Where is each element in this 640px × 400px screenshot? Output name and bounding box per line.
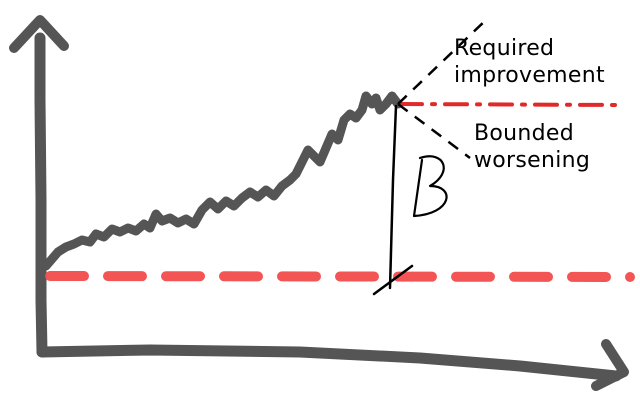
required-level-line	[398, 102, 622, 107]
x-axis	[36, 344, 622, 382]
bound-symbol-b	[412, 155, 448, 218]
performance-curve	[41, 91, 403, 271]
bound-bracket-line	[388, 104, 398, 290]
y-axis-arrowhead	[9, 15, 69, 53]
bound-bracket-bottom-tick	[372, 264, 414, 296]
y-axis	[34, 32, 48, 358]
bounded-worsening-trend	[397, 103, 471, 159]
label-worsening: worsening	[474, 148, 591, 173]
label-bounded: Bounded	[474, 121, 575, 146]
label-required: Required	[454, 36, 555, 61]
x-axis-arrowhead	[591, 339, 629, 391]
label-improvement: improvement	[454, 63, 605, 88]
baseline-dashed-line	[45, 271, 635, 282]
